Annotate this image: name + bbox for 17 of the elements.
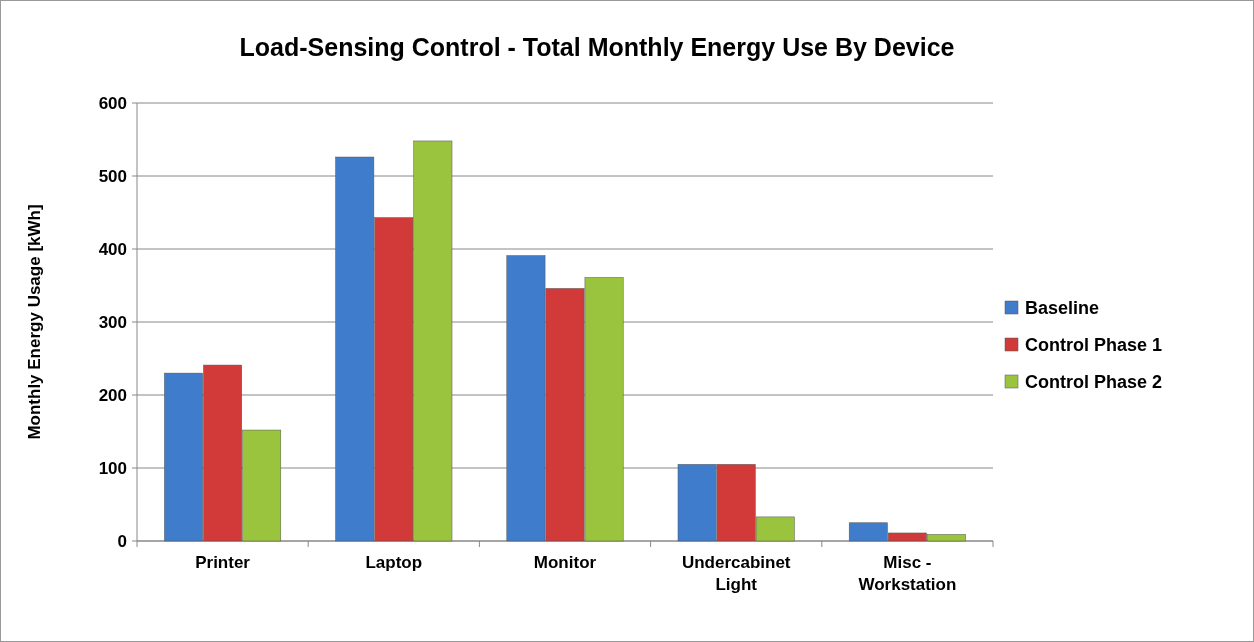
x-tick-label: Misc - Workstation xyxy=(858,553,957,594)
y-axis-title: Monthly Energy Usage [kWh] xyxy=(25,204,44,440)
x-tick-label: Monitor xyxy=(533,553,597,572)
chart-title: Load-Sensing Control - Total Monthly Energy Use By Device xyxy=(239,33,955,61)
y-tick-label: 100 xyxy=(98,458,127,478)
x-tick-label: Printer xyxy=(195,553,251,572)
x-tick-label: Undercabinet Light xyxy=(681,553,791,594)
y-tick-label: 500 xyxy=(98,166,127,186)
legend-label: Control Phase 2 xyxy=(1025,372,1163,393)
y-tick-label: 400 xyxy=(98,239,127,259)
y-tick-label: 600 xyxy=(98,93,127,113)
legend-label: Baseline xyxy=(1025,298,1100,319)
y-tick-label: 300 xyxy=(98,312,127,332)
legend-label: Control Phase 1 xyxy=(1025,335,1163,356)
y-tick-label: 200 xyxy=(98,385,127,405)
x-tick-label: Laptop xyxy=(365,553,423,572)
y-tick-label: 0 xyxy=(117,531,127,551)
